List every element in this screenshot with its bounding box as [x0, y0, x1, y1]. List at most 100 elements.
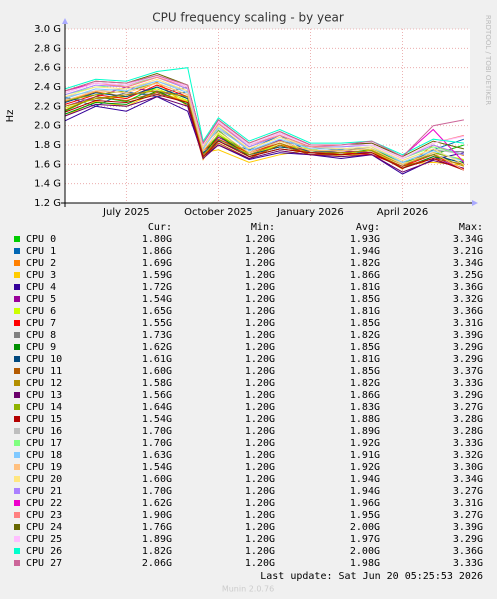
legend-max: 3.33G [453, 378, 483, 389]
legend-min: 1.20G [245, 390, 275, 401]
legend-min: 1.20G [245, 438, 275, 449]
series-line [64, 90, 465, 167]
legend-min: 1.20G [245, 378, 275, 389]
legend-cur: 1.60G [142, 474, 172, 485]
legend-min: 1.20G [245, 450, 275, 461]
legend-avg: 1.82G [350, 330, 380, 341]
legend-cur: 1.69G [142, 258, 172, 269]
legend-name: CPU 9 [26, 342, 56, 353]
legend-swatch [14, 392, 20, 398]
legend-swatch [14, 548, 20, 554]
legend-cur: 1.54G [142, 294, 172, 305]
legend-max: 3.25G [453, 270, 483, 281]
legend-name: CPU 23 [26, 510, 62, 521]
legend-max: 3.29G [453, 390, 483, 401]
legend-header: Min: [251, 222, 275, 233]
legend-cur: 1.89G [142, 534, 172, 545]
y-tick-label: 1.6 G [34, 159, 61, 170]
legend-swatch [14, 452, 20, 458]
legend-swatch [14, 272, 20, 278]
legend-name: CPU 17 [26, 438, 62, 449]
legend-cur: 1.60G [142, 366, 172, 377]
y-tick-label: 2.4 G [34, 82, 61, 93]
legend-max: 3.27G [453, 510, 483, 521]
legend-avg: 1.91G [350, 450, 380, 461]
legend-min: 1.20G [245, 270, 275, 281]
legend-name: CPU 27 [26, 558, 62, 569]
legend-avg: 1.95G [350, 510, 380, 521]
legend-min: 1.20G [245, 234, 275, 245]
legend-name: CPU 13 [26, 390, 62, 401]
legend-name: CPU 5 [26, 294, 56, 305]
legend-cur: 1.55G [142, 318, 172, 329]
legend-swatch [14, 524, 20, 530]
legend-cur: 2.06G [142, 558, 172, 569]
legend-cur: 1.64G [142, 402, 172, 413]
series-line [64, 74, 465, 160]
legend-swatch [14, 464, 20, 470]
legend-name: CPU 0 [26, 234, 56, 245]
legend-swatch [14, 308, 20, 314]
legend-name: CPU 19 [26, 462, 62, 473]
legend-swatch [14, 380, 20, 386]
legend-swatch [14, 344, 20, 350]
legend-avg: 1.94G [350, 474, 380, 485]
lines [64, 67, 465, 175]
legend-max: 3.33G [453, 438, 483, 449]
legend-cur: 1.54G [142, 462, 172, 473]
series-line [64, 78, 465, 165]
legend-avg: 1.92G [350, 438, 380, 449]
legend-min: 1.20G [245, 510, 275, 521]
legend-cur: 1.86G [142, 246, 172, 257]
legend-name: CPU 20 [26, 474, 62, 485]
legend-swatch [14, 368, 20, 374]
x-tick-label: July 2025 [102, 207, 150, 218]
legend-swatch [14, 416, 20, 422]
legend-cur: 1.70G [142, 438, 172, 449]
series-line [64, 80, 465, 163]
legend-swatch [14, 536, 20, 542]
legend-swatch [14, 320, 20, 326]
legend-avg: 1.96G [350, 498, 380, 509]
legend-cur: 1.72G [142, 282, 172, 293]
legend-avg: 1.83G [350, 402, 380, 413]
legend-cur: 1.56G [142, 390, 172, 401]
series-line [64, 82, 465, 171]
legend-min: 1.20G [245, 474, 275, 485]
legend-avg: 1.89G [350, 426, 380, 437]
legend-avg: 1.81G [350, 282, 380, 293]
legend-max: 3.28G [453, 426, 483, 437]
legend-name: CPU 6 [26, 306, 56, 317]
legend-avg: 1.81G [350, 306, 380, 317]
y-axis-label: Hz [5, 110, 16, 123]
chart-title: CPU frequency scaling - by year [152, 11, 344, 25]
legend-min: 1.20G [245, 522, 275, 533]
legend-cur: 1.73G [142, 330, 172, 341]
legend-name: CPU 14 [26, 402, 62, 413]
footer: Munin 2.0.76 [222, 585, 274, 594]
legend-max: 3.36G [453, 546, 483, 557]
legend-avg: 1.86G [350, 270, 380, 281]
legend-avg: 1.85G [350, 318, 380, 329]
legend-max: 3.36G [453, 282, 483, 293]
legend-max: 3.34G [453, 234, 483, 245]
legend-swatch [14, 500, 20, 506]
legend-avg: 1.82G [350, 378, 380, 389]
legend-max: 3.21G [453, 246, 483, 257]
legend-cur: 1.63G [142, 450, 172, 461]
side-label: RRDTOOL / TOBI OETIKER [484, 15, 492, 105]
legend-max: 3.29G [453, 342, 483, 353]
series-line [64, 96, 465, 173]
legend-max: 3.39G [453, 522, 483, 533]
legend-header: Cur: [148, 222, 172, 233]
y-tick-label: 3.0 G [34, 24, 61, 35]
legend-avg: 1.86G [350, 390, 380, 401]
legend-avg: 1.97G [350, 534, 380, 545]
legend-name: CPU 24 [26, 522, 62, 533]
legend-max: 3.30G [453, 462, 483, 473]
legend-cur: 1.76G [142, 522, 172, 533]
legend-header: Max: [459, 222, 483, 233]
legend-max: 3.31G [453, 318, 483, 329]
legend-min: 1.20G [245, 558, 275, 569]
legend-header: Avg: [356, 222, 380, 233]
